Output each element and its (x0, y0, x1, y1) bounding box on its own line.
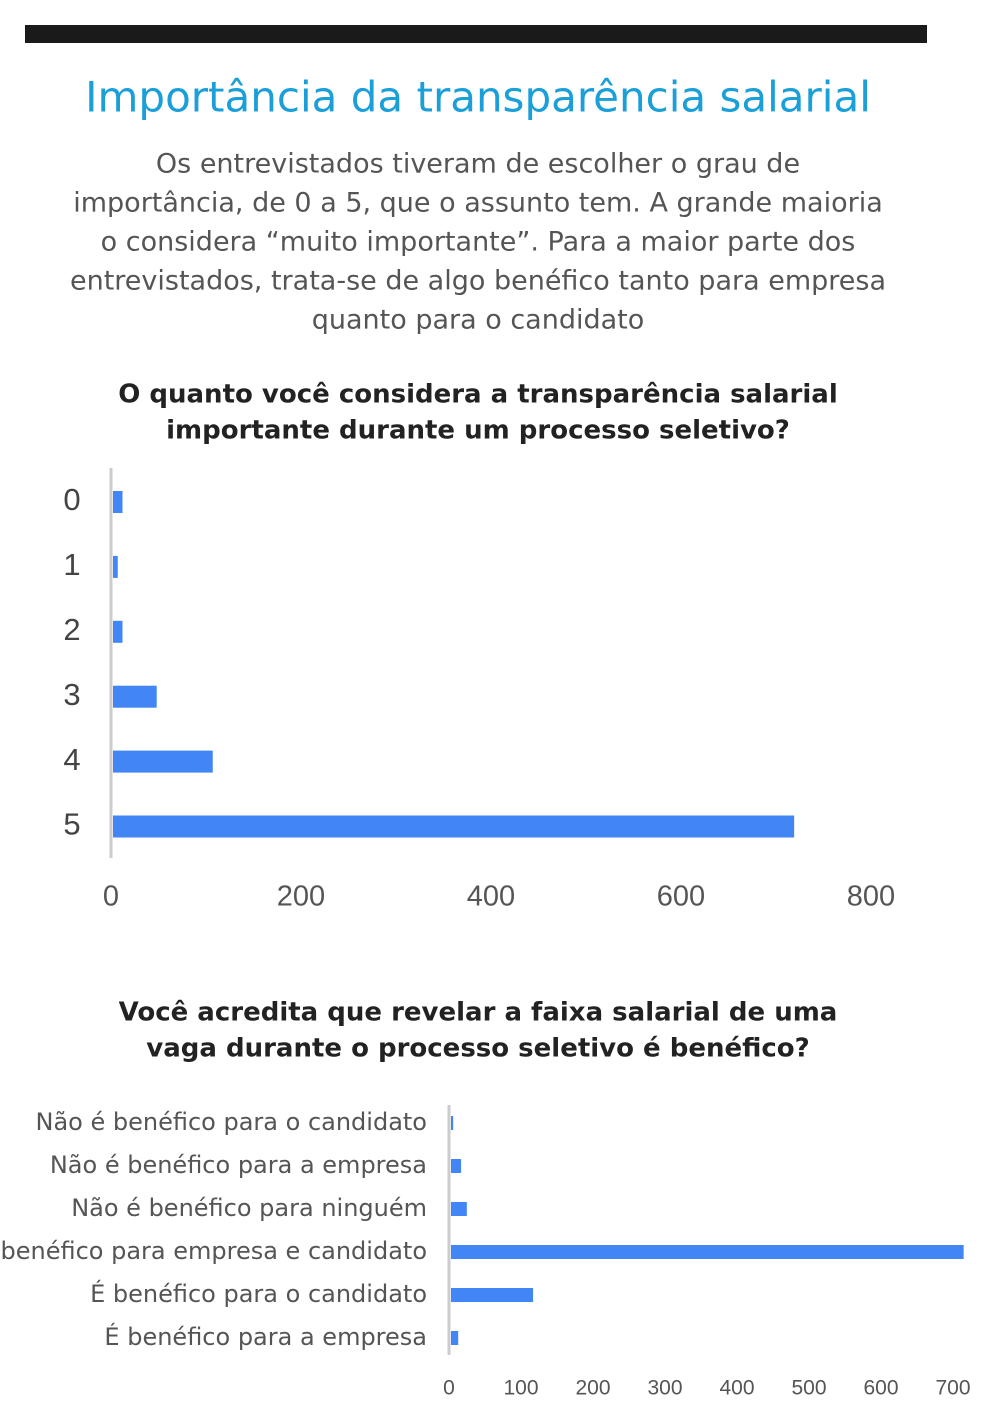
bar (451, 1288, 534, 1302)
x-tick-label: 200 (277, 881, 325, 913)
x-tick-label: 200 (575, 1377, 610, 1400)
intro-text: o considera “muito importante”. Para a m… (101, 227, 856, 258)
bar (451, 1202, 467, 1216)
y-tick-label: 1 (63, 547, 80, 582)
y-tick-label: Não é benéfico para ninguém (71, 1194, 427, 1222)
chart-title: Você acredita que revelar a faixa salari… (119, 998, 838, 1028)
bar (113, 491, 123, 513)
page-title: Importância da transparência salarial (85, 73, 871, 122)
bar (113, 555, 118, 578)
intro-text: importância, de 0 a 5, que o assunto tem… (73, 188, 883, 219)
y-tick-label: 3 (63, 677, 80, 712)
y-tick-label: É benéfico para a empresa (104, 1322, 427, 1351)
x-tick-label: 400 (467, 881, 515, 913)
bar (113, 685, 157, 708)
bar (451, 1245, 964, 1259)
y-tick-label: Não é benéfico para o candidato (36, 1108, 427, 1136)
bar (451, 1159, 462, 1173)
top-bar (25, 25, 927, 43)
x-tick-label: 300 (647, 1377, 682, 1400)
intro-text: entrevistados, trata-se de algo benéfico… (70, 266, 886, 297)
y-tick-label: É benéfico para o candidato (90, 1279, 427, 1308)
y-tick-label: É benéfico para empresa e candidato (0, 1236, 427, 1265)
x-tick-label: 800 (847, 881, 895, 913)
chart-title: O quanto você considera a transparência … (118, 380, 838, 410)
x-tick-label: 0 (443, 1377, 455, 1400)
y-tick-label: 0 (63, 482, 80, 517)
x-tick-label: 600 (657, 881, 705, 913)
y-tick-label: 2 (63, 612, 80, 647)
intro-text: quanto para o candidato (312, 305, 645, 336)
chart-title: importante durante um processo seletivo? (166, 416, 790, 446)
y-tick-label: 5 (63, 807, 80, 842)
bar (451, 1331, 459, 1345)
bar (113, 750, 213, 773)
x-tick-label: 500 (791, 1377, 826, 1400)
intro-text: Os entrevistados tiveram de escolher o g… (156, 149, 800, 180)
x-tick-label: 0 (103, 881, 119, 913)
bar (451, 1116, 454, 1130)
bar (113, 620, 123, 643)
bar (113, 815, 795, 838)
x-tick-label: 600 (863, 1377, 898, 1400)
x-tick-label: 100 (503, 1377, 538, 1400)
chart-title: vaga durante o processo seletivo é benéf… (146, 1034, 810, 1064)
x-tick-label: 700 (935, 1377, 970, 1400)
y-tick-label: Não é benéfico para a empresa (50, 1151, 427, 1179)
x-tick-label: 400 (719, 1377, 754, 1400)
y-tick-label: 4 (63, 742, 80, 777)
